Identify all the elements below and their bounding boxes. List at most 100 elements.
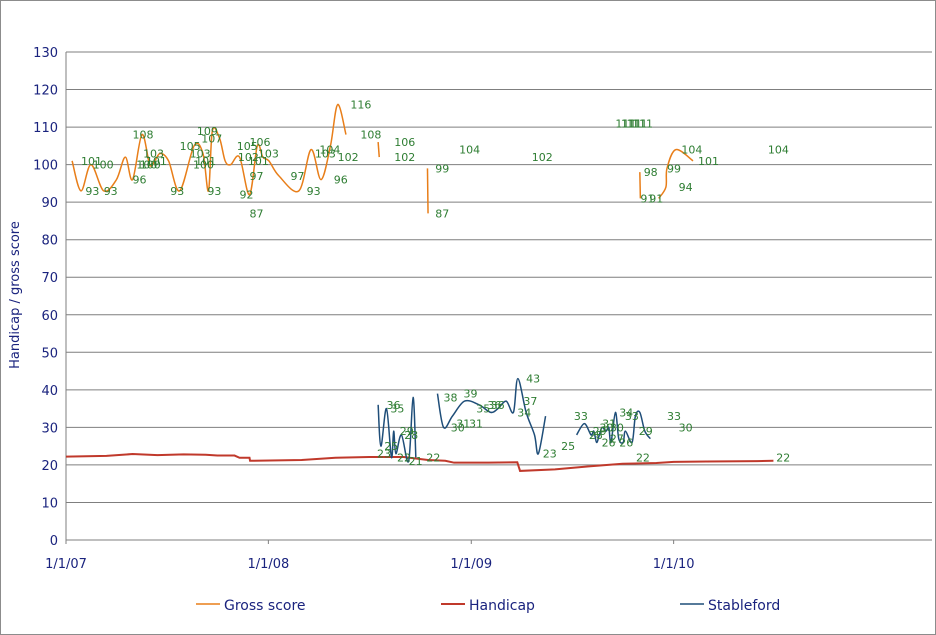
stableford-data-label: 34 [619,406,633,419]
gross-score-data-label: 99 [667,162,681,175]
stableford-data-label: 31 [469,418,483,431]
stableford-data-label: 26 [619,436,633,449]
y-axis-label: Handicap / gross score [8,221,23,369]
stableford-data-label: 33 [574,410,588,423]
legend-label-handicap: Handicap [469,598,535,614]
y-tick-label: 50 [41,346,58,361]
stableford-data-label: 31 [456,418,470,431]
stableford-data-label: 27 [610,433,624,446]
y-tick-label: 10 [41,496,58,511]
gross-score-line-segment-2 [426,168,429,214]
stableford-data-label: 29 [593,425,607,438]
stableford-line-segment-1 [436,377,547,455]
y-tick-label: 100 [33,159,58,174]
stableford-data-label: 33 [667,410,681,423]
gross-score-data-label: 105 [237,140,258,153]
gross-score-data-label: 111 [632,117,653,130]
gross-score-data-label: 93 [170,185,184,198]
stableford-data-label: 38 [444,391,458,404]
y-tick-label: 20 [41,459,58,474]
stableford-data-label: 35 [476,403,490,416]
gridlines [66,51,932,503]
y-tick-label: 130 [33,46,58,61]
stableford-data-label: 43 [526,373,540,386]
axes [65,52,932,541]
gross-score-data-label: 103 [190,147,211,160]
legend: Gross score Handicap Stableford [196,598,780,614]
handicap-line-segment-0 [65,453,774,472]
gross-score-data-label: 96 [334,174,348,187]
x-tick-label: 1/1/09 [450,557,492,572]
stableford-data-label: 36 [386,399,400,412]
stableford-data-label: 29 [639,425,653,438]
gross-score-data-label: 98 [644,166,658,179]
stableford-data-label: 36 [487,399,501,412]
stableford-data-label: 28 [589,429,603,442]
gross-score-line-segment-3 [639,172,642,199]
gross-score-data-label: 104 [681,144,702,157]
legend-label-stableford: Stableford [708,598,780,614]
stableford-data-label: 36 [491,399,505,412]
gross-score-data-label: 94 [679,181,693,194]
gross-score-line-segment-1 [377,142,380,158]
stableford-data-label: 26 [602,436,616,449]
stableford-data-label: 25 [384,440,398,453]
stableford-data-label: 23 [543,448,557,461]
y-tick-label: 0 [50,534,58,549]
x-tick-label: 1/1/07 [45,557,87,572]
gross-score-data-label: 101 [195,155,216,168]
stableford-data-label: 30 [610,421,624,434]
stableford-data-label: 21 [409,455,423,468]
y-tick-label: 110 [33,121,58,136]
stableford-data-label: 34 [517,406,531,419]
gross-score-data-label: 107 [201,132,222,145]
gross-score-data-label: 104 [319,144,340,157]
y-tick-label: 30 [41,421,58,436]
stableford-line-segment-0 [377,396,417,463]
gross-score-data-label: 93 [104,185,118,198]
gross-score-data-label: 111 [615,117,636,130]
gross-score-data-label: 104 [768,144,789,157]
gross-score-data-label: 92 [240,189,254,202]
y-tick-label: 60 [41,309,58,324]
stableford-data-label: 30 [599,421,613,434]
stableford-data-label: 23 [377,448,391,461]
stableford-data-label: 35 [390,403,404,416]
gross-score-data-label: 87 [250,207,264,220]
gross-score-data-label: 106 [394,136,415,149]
gross-score-data-label: 103 [258,147,279,160]
gross-score-data-label: 104 [459,144,480,157]
stableford-data-label: 28 [404,429,418,442]
gross-score-data-label: 116 [350,99,371,112]
gross-score-data-label: 109 [197,125,218,138]
x-tick-label: 1/1/08 [247,557,289,572]
gross-score-data-label: 96 [133,174,147,187]
y-tick-label: 80 [41,234,58,249]
x-tick-label: 1/1/10 [653,557,695,572]
gross-score-data-label: 108 [360,129,381,142]
stableford-data-label: 29 [400,425,414,438]
gross-score-data-label: 102 [532,151,553,164]
gross-score-data-label: 101 [81,155,102,168]
y-tick-label: 90 [41,196,58,211]
gross-score-data-label: 100 [193,159,214,172]
legend-label-gross-score: Gross score [224,598,306,614]
stableford-data-label: 37 [523,395,537,408]
gross-score-data-label: 91 [640,192,654,205]
stableford-data-label: 39 [464,388,478,401]
gross-score-data-label: 99 [435,162,449,175]
gross-score-data-label: 97 [291,170,305,183]
y-tick-label: 40 [41,384,58,399]
gross-score-data-label: 108 [133,129,154,142]
gross-score-data-label: 111 [621,117,642,130]
gross-score-data-label: 105 [180,140,201,153]
stableford-data-label: 22 [397,451,411,464]
y-tick-label: 120 [33,84,58,99]
gross-score-data-label: 93 [307,185,321,198]
gross-score-data-label: 111 [627,117,648,130]
gross-score-data-label: 87 [435,207,449,220]
stableford-data-label: 30 [451,421,465,434]
gross-score-data-label: 100 [140,159,161,172]
x-tick-labels: 1/1/07 1/1/08 1/1/09 1/1/10 [45,540,695,572]
